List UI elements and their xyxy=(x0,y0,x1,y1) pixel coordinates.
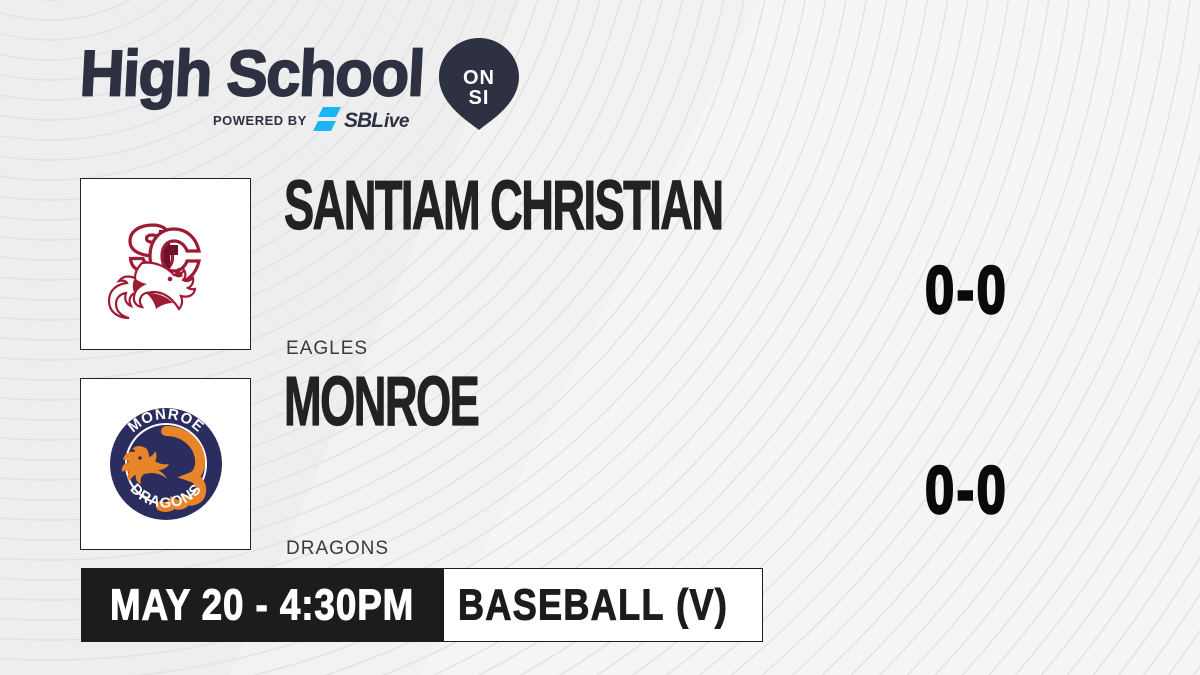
svg-text:SI: SI xyxy=(469,87,490,109)
svg-text:SBL: SBL xyxy=(344,109,383,132)
svg-text:ON: ON xyxy=(463,67,495,89)
svg-text:ive: ive xyxy=(384,111,410,132)
